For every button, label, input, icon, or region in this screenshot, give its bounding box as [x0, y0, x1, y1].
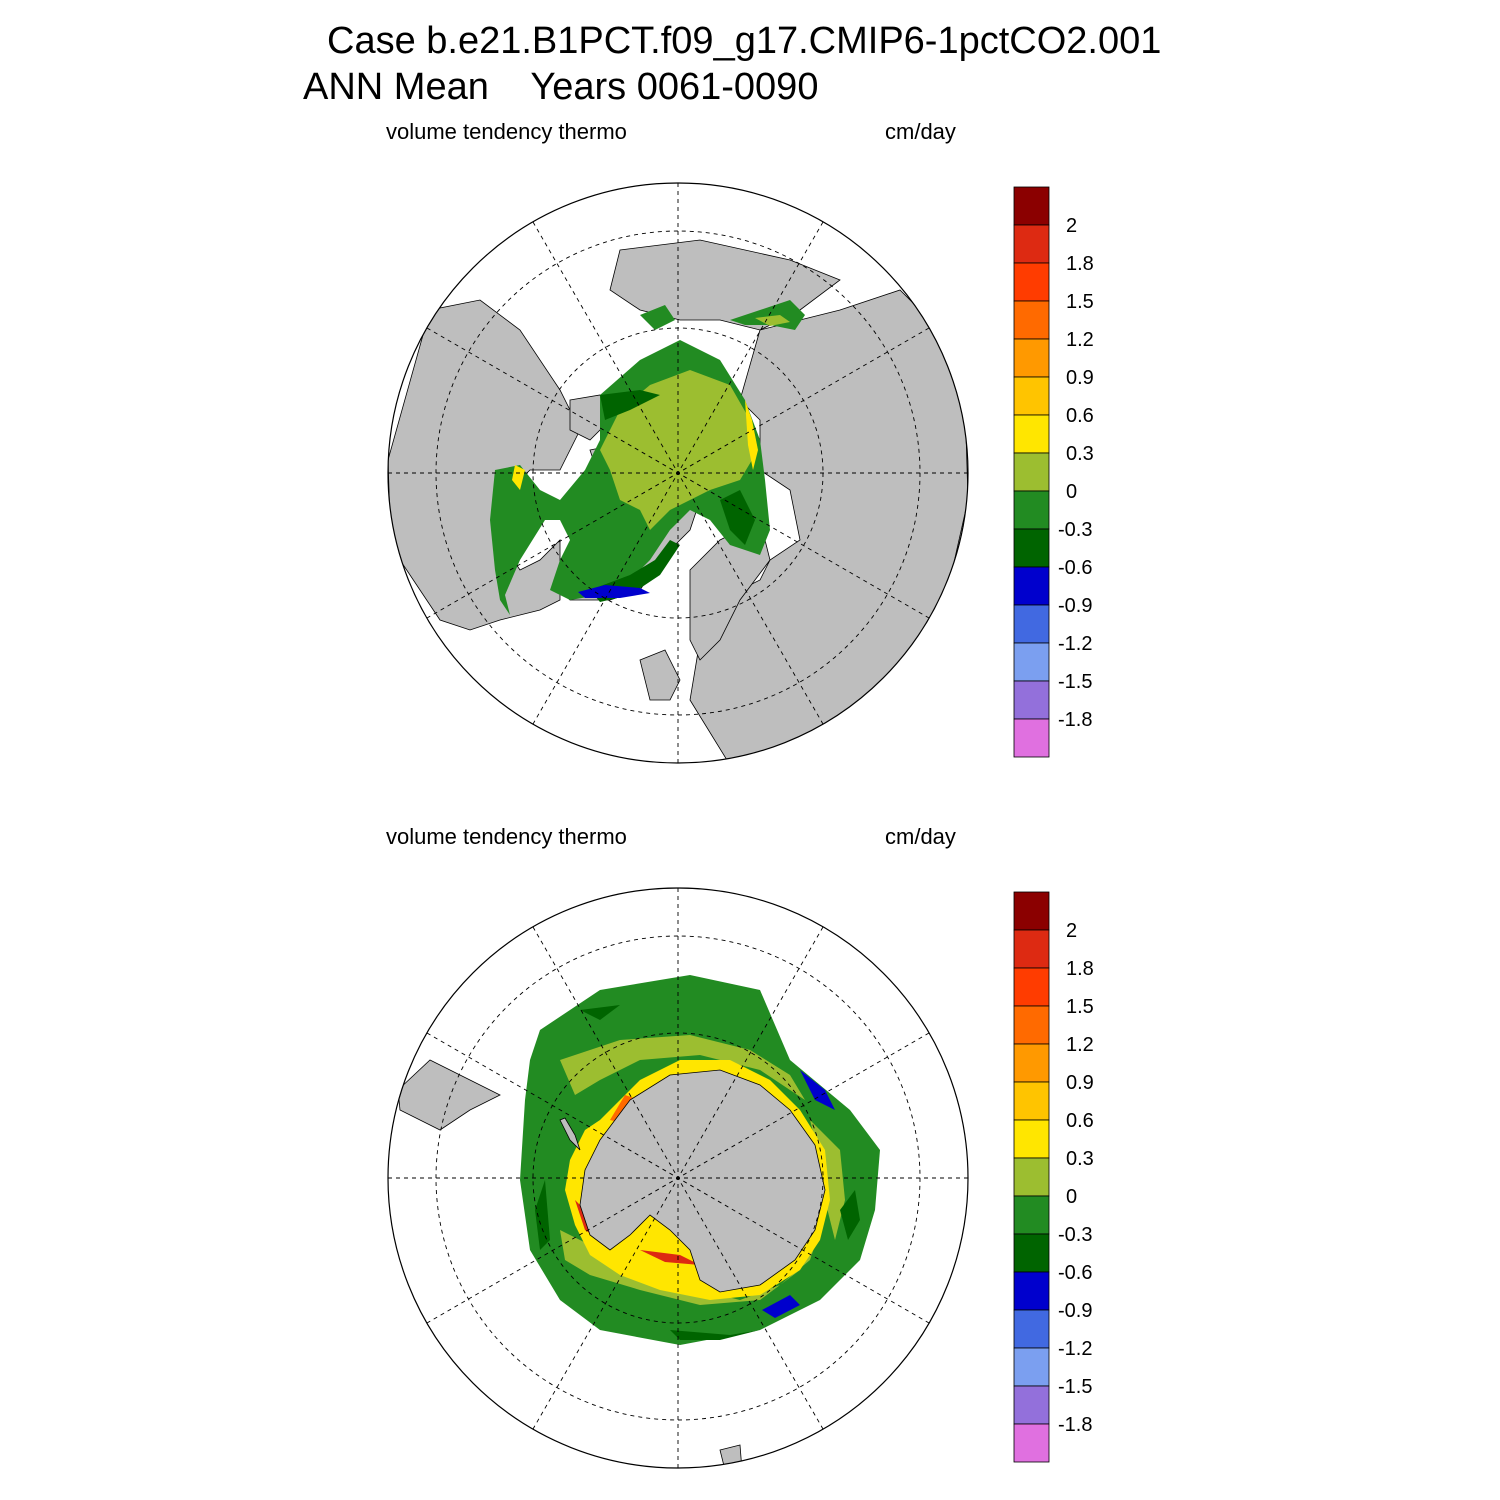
south-colorbar-swatch: [1013, 1005, 1050, 1045]
north-colorbar-tick-label: 2: [1066, 215, 1077, 237]
north-colorbar-swatch: [1013, 566, 1050, 606]
north-colorbar-swatch: [1013, 642, 1050, 682]
south-colorbar-swatch: [1013, 1385, 1050, 1425]
south-field-label: volume tendency thermo: [386, 824, 627, 849]
north-colorbar-tick-label: -1.8: [1058, 709, 1092, 731]
north-colorbar-swatch: [1013, 224, 1050, 264]
north-units-label: cm/day: [885, 119, 956, 144]
south-colorbar-swatch: [1013, 1119, 1050, 1159]
north-field-label: volume tendency thermo: [386, 119, 627, 144]
south-colorbar-tick-label: 1.8: [1066, 958, 1094, 980]
south-colorbar-tick-label: -1.2: [1058, 1338, 1092, 1360]
north-land: [388, 239, 968, 763]
south-colorbar-tick-label: 0: [1066, 1186, 1077, 1208]
north-colorbar-tick-label: 1.8: [1066, 253, 1094, 275]
north-colorbar-tick-label: -0.6: [1058, 557, 1092, 579]
north-colorbar-swatch: [1013, 604, 1050, 644]
south-colorbar-swatch: [1013, 1195, 1050, 1235]
north-colorbar-tick-label: -0.9: [1058, 595, 1092, 617]
south-units-label: cm/day: [885, 824, 956, 849]
south-colorbar-swatch: [1013, 1347, 1050, 1387]
south-colorbar-swatch: [1013, 1423, 1050, 1463]
north-colorbar-swatch: [1013, 490, 1050, 530]
south-colorbar-tick-label: 0.9: [1066, 1072, 1094, 1094]
south-colorbar-swatch: [1013, 891, 1050, 931]
north-colorbar-swatch: [1013, 186, 1050, 226]
north-colorbar-tick-label: 1.2: [1066, 329, 1094, 351]
north-colorbar-tick-label: -1.5: [1058, 671, 1092, 693]
north-colorbar-swatch: [1013, 338, 1050, 378]
south-colorbar-swatch: [1013, 1271, 1050, 1311]
south-colorbar-tick-label: 0.3: [1066, 1148, 1094, 1170]
south-colorbar-swatch: [1013, 967, 1050, 1007]
north-colorbar-swatch: [1013, 300, 1050, 340]
south-graticule: [388, 888, 968, 1468]
north-polar-map: [387, 182, 969, 764]
north-colorbar-swatch: [1013, 528, 1050, 568]
south-colorbar-tick-label: -0.9: [1058, 1300, 1092, 1322]
south-colorbar-tick-label: -0.6: [1058, 1262, 1092, 1284]
south-colorbar-tick-label: -1.5: [1058, 1376, 1092, 1398]
figure-title-line2: ANN Mean Years 0061-0090: [303, 66, 819, 108]
north-colorbar-swatch: [1013, 718, 1050, 758]
north-colorbar-tick-label: 0: [1066, 481, 1077, 503]
south-colorbar-tick-label: -1.8: [1058, 1414, 1092, 1436]
south-colorbar-swatch: [1013, 1157, 1050, 1197]
south-colorbar: 2 1.8 1.5 1.2 0.9 0.6 0.3 0 -0.3 -0.6 -0.9 -1.2 -1.5…: [1013, 891, 1094, 1463]
figure-title-line1: Case b.e21.B1PCT.f09_g17.CMIP6-1pctCO2.0…: [327, 20, 1162, 62]
south-colorbar-tick-label: 0.6: [1066, 1110, 1094, 1132]
south-polar-map: [387, 887, 969, 1469]
south-colorbar-swatch: [1013, 929, 1050, 969]
north-colorbar-swatch: [1013, 376, 1050, 416]
north-colorbar-tick-label: -1.2: [1058, 633, 1092, 655]
north-colorbar: 2 1.8 1.5 1.2 0.9 0.6 0.3 0 -0.3 -0.6 -0.9 -1.2 -1.5…: [1013, 186, 1094, 758]
north-colorbar-tick-label: 0.6: [1066, 405, 1094, 427]
north-colorbar-tick-label: 0.9: [1066, 367, 1094, 389]
south-colorbar-swatch: [1013, 1081, 1050, 1121]
north-graticule: [388, 183, 968, 763]
south-colorbar-swatch: [1013, 1043, 1050, 1083]
south-colorbar-swatch: [1013, 1309, 1050, 1349]
south-colorbar-tick-label: 1.2: [1066, 1034, 1094, 1056]
south-colorbar-tick-label: 2: [1066, 920, 1077, 942]
south-colorbar-swatch: [1013, 1233, 1050, 1273]
north-colorbar-tick-label: -0.3: [1058, 519, 1092, 541]
north-colorbar-swatch: [1013, 414, 1050, 454]
north-colorbar-swatch: [1013, 262, 1050, 302]
north-colorbar-swatch: [1013, 452, 1050, 492]
south-colorbar-tick-label: -0.3: [1058, 1224, 1092, 1246]
north-colorbar-tick-label: 1.5: [1066, 291, 1094, 313]
north-colorbar-tick-label: 0.3: [1066, 443, 1094, 465]
south-colorbar-tick-label: 1.5: [1066, 996, 1094, 1018]
south-map-border: [387, 887, 969, 1469]
north-map-border: [387, 182, 969, 764]
